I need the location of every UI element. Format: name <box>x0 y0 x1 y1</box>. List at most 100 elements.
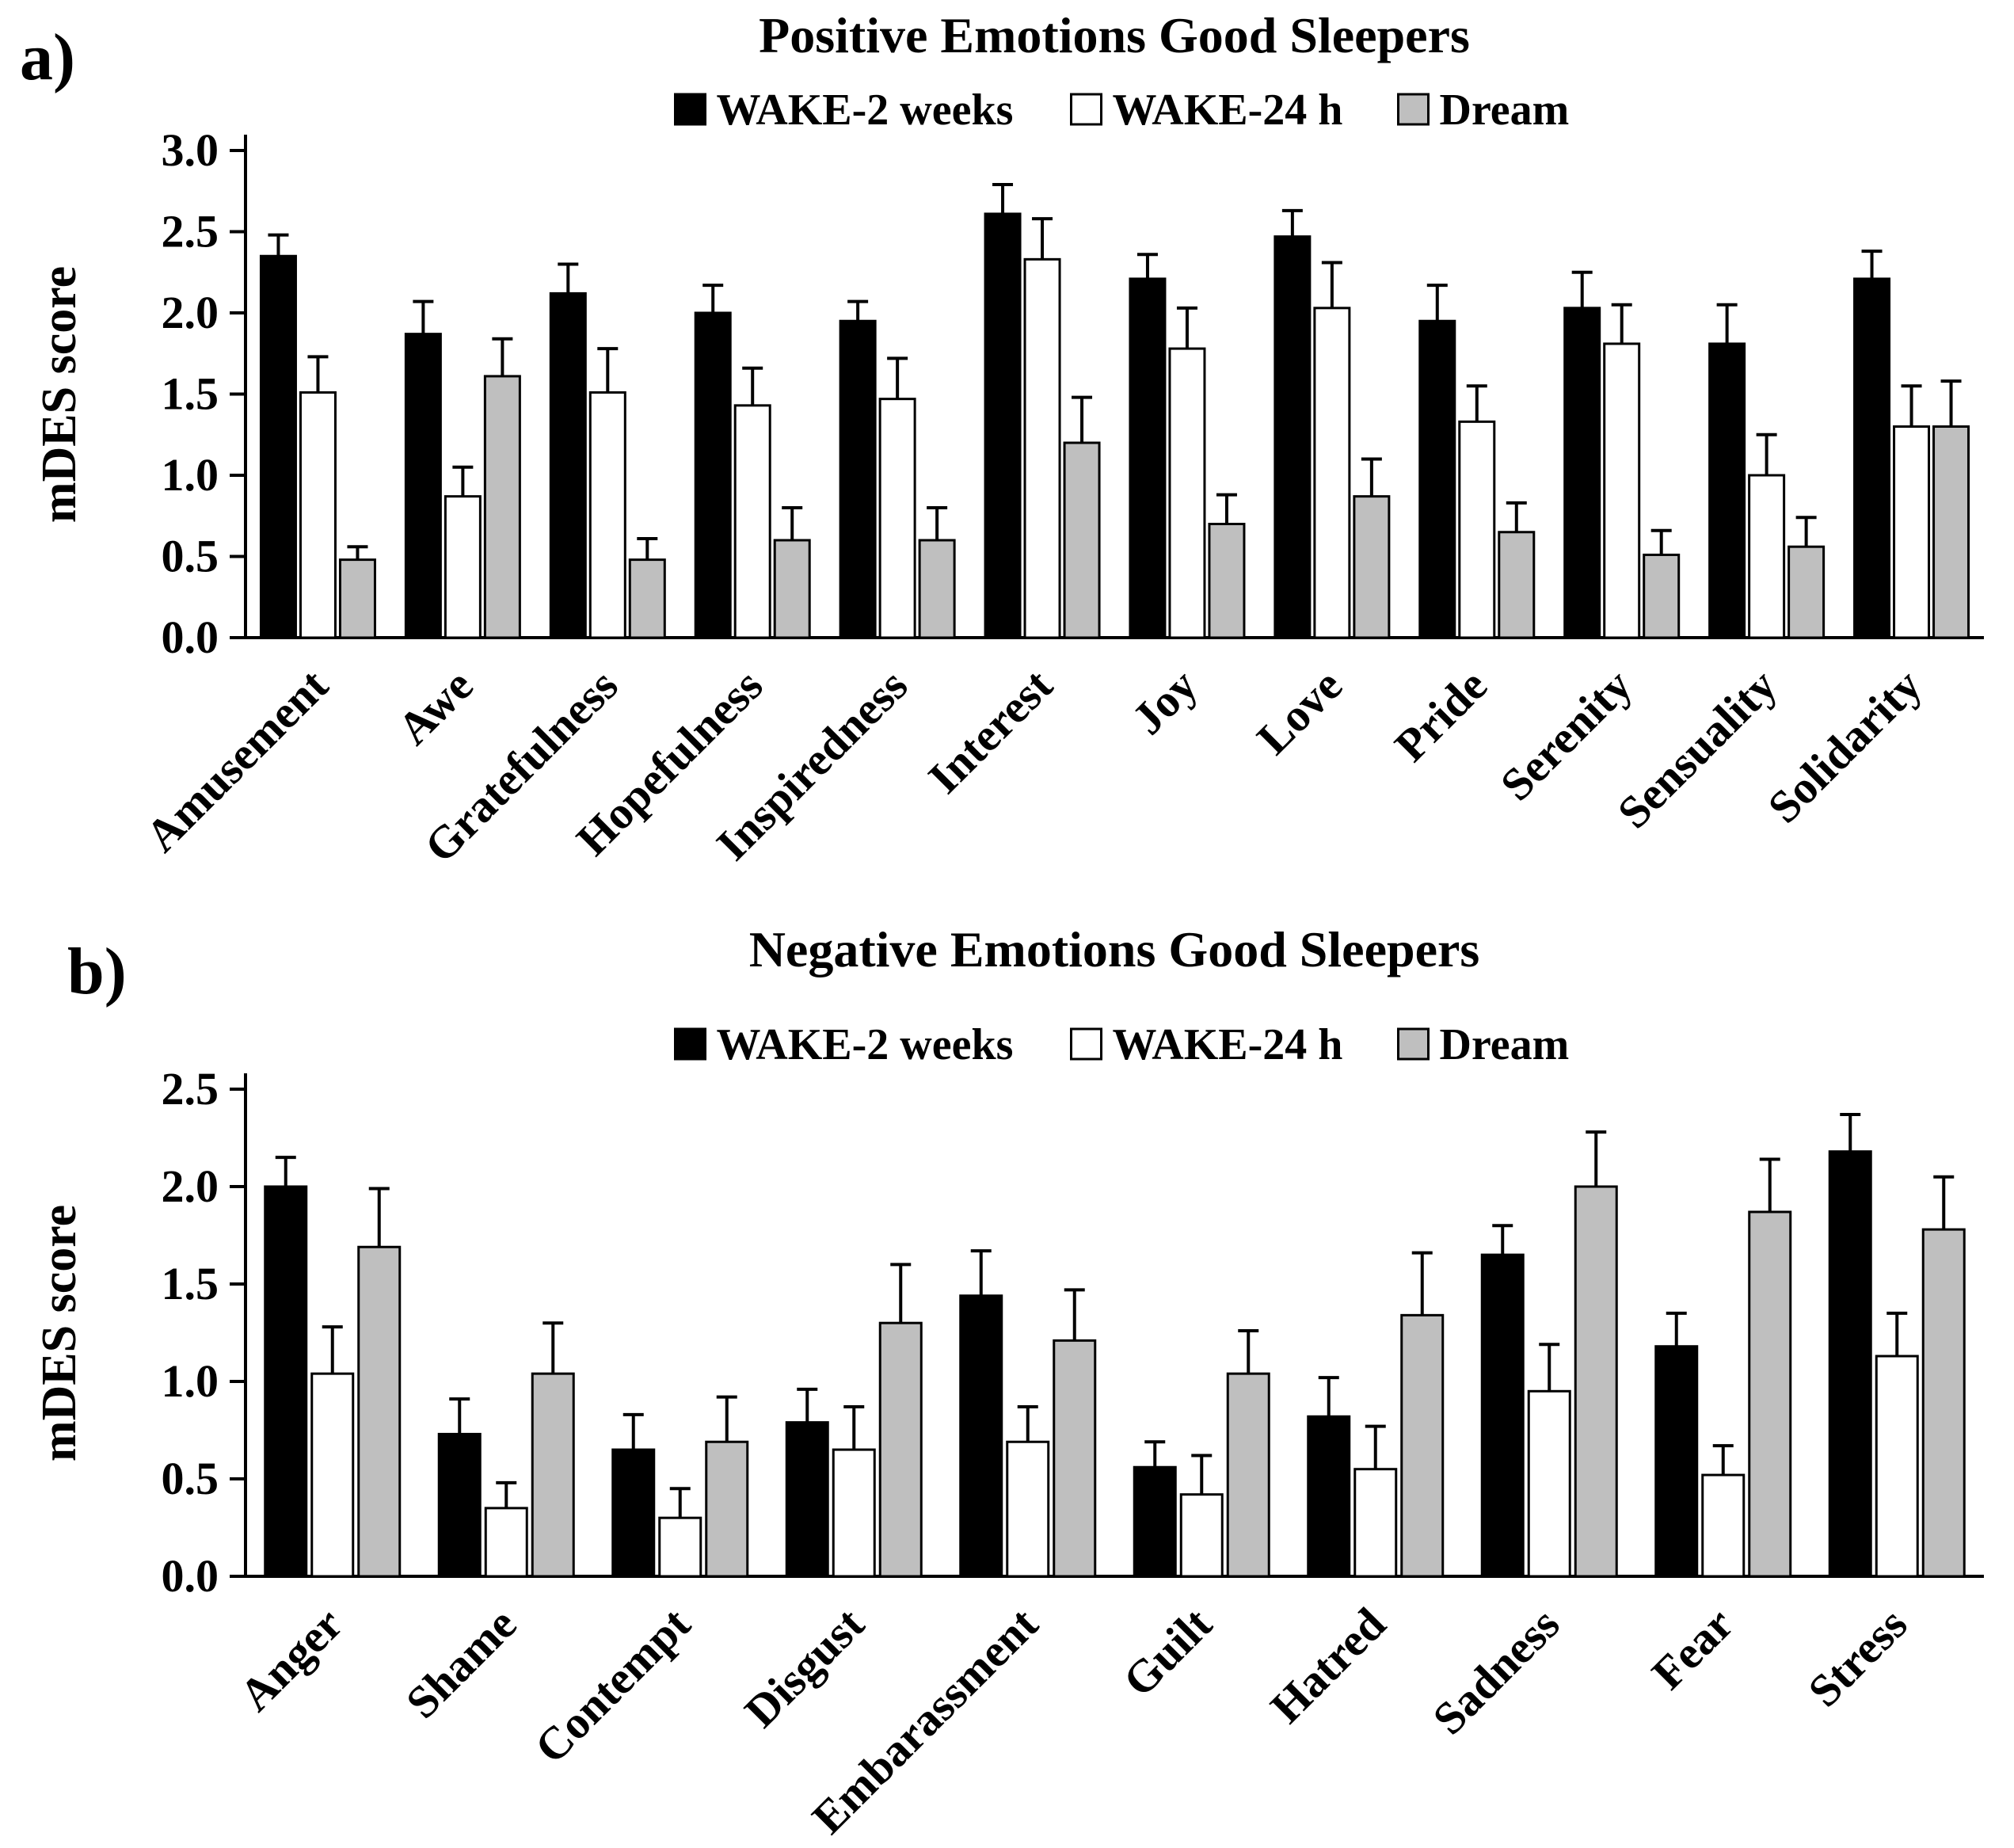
bar <box>1208 523 1246 639</box>
bar <box>310 1372 355 1578</box>
bar <box>705 1440 749 1578</box>
bar <box>878 398 916 639</box>
legend-swatch <box>674 93 706 126</box>
bar <box>588 391 626 639</box>
y-tick-label: 2.0 <box>162 287 219 338</box>
bar <box>1006 1440 1050 1578</box>
bar <box>918 539 956 639</box>
bar <box>437 1432 482 1578</box>
y-tick-label: 0.5 <box>162 531 219 582</box>
panel-letter-a: a) <box>20 21 75 94</box>
y-tick-label: 1.0 <box>162 1355 219 1407</box>
legend-label: Dream <box>1440 1020 1570 1069</box>
bar <box>1458 420 1496 639</box>
y-tick-label: 1.0 <box>162 449 219 501</box>
panel-a-positive-emotions: a) Positive Emotions Good Sleepers mDES … <box>0 0 2014 911</box>
bar <box>1787 545 1826 639</box>
bar <box>733 404 771 639</box>
legend-label: WAKE-24 h <box>1113 1020 1343 1069</box>
bar <box>1708 342 1746 639</box>
bar <box>1574 1185 1618 1578</box>
chart-content-positive: WAKE-2 weeks WAKE-24 h Dream 0.0 0.5 1.0 1.5 2.… <box>135 86 1984 872</box>
bar <box>832 1448 876 1578</box>
y-axis-label-positive: mDES score <box>32 266 86 523</box>
bar <box>259 254 297 639</box>
x-tick-label: Sadness <box>1422 1598 1569 1744</box>
bar <box>611 1448 656 1578</box>
y-tick-label: 0.0 <box>162 1550 219 1602</box>
panel-letter-b: b) <box>67 935 127 1008</box>
bar <box>1654 1345 1699 1578</box>
bar <box>1932 425 1970 639</box>
bar <box>1063 441 1101 639</box>
bar <box>1643 553 1681 639</box>
x-tick-label: Solidarity <box>1758 659 1932 833</box>
bar <box>1353 495 1391 639</box>
negative-emotions-bar-chart: b) Negative Emotions Good Sleepers mDES … <box>32 921 1984 1843</box>
bar <box>1400 1313 1445 1578</box>
x-tick-label: Fear <box>1642 1598 1743 1699</box>
bar <box>1133 1465 1177 1578</box>
bar <box>1748 1210 1792 1578</box>
bar <box>984 212 1022 639</box>
bar <box>1875 1355 1919 1578</box>
legend-swatch <box>1070 1027 1102 1061</box>
bar <box>878 1321 923 1578</box>
bar <box>531 1372 575 1578</box>
bar <box>959 1294 1003 1578</box>
bar <box>1828 1150 1872 1578</box>
bar <box>1053 1339 1097 1578</box>
y-tick-label: 1.5 <box>162 368 219 420</box>
legend-swatch <box>1070 93 1102 126</box>
bar <box>1353 1468 1398 1578</box>
bar <box>1307 1415 1351 1578</box>
bar <box>484 1507 528 1578</box>
bar <box>1023 257 1061 639</box>
legend-swatch <box>1397 1027 1430 1061</box>
bar <box>299 391 337 639</box>
bar <box>773 539 811 639</box>
bar <box>1226 1372 1270 1578</box>
x-tick-label: Guilt <box>1113 1598 1222 1707</box>
bar <box>694 311 732 639</box>
y-tick-label: 3.0 <box>162 124 219 176</box>
bar <box>1921 1228 1966 1578</box>
x-tick-label: Stress <box>1798 1598 1917 1717</box>
bar <box>1893 425 1931 639</box>
legend-label: Dream <box>1440 86 1570 135</box>
bar <box>1498 531 1536 639</box>
x-tick-label: Amusement <box>135 659 338 862</box>
legend-swatch <box>1397 93 1430 126</box>
bar <box>444 495 482 639</box>
bar <box>1748 474 1786 639</box>
x-tick-label: Anger <box>230 1598 352 1720</box>
chart-title-negative: Negative Emotions Good Sleepers <box>749 921 1480 977</box>
x-tick-label: Contempt <box>525 1598 701 1774</box>
y-axis-label-negative: mDES score <box>32 1205 86 1461</box>
bar <box>1313 307 1351 639</box>
bar <box>1701 1473 1746 1578</box>
x-tick-label: Shame <box>396 1598 526 1728</box>
y-tick-label: 0.5 <box>162 1453 219 1504</box>
bar <box>483 375 521 639</box>
bar <box>839 319 877 639</box>
y-tick-label: 0.0 <box>162 612 219 663</box>
x-tick-label: Sensuality <box>1608 659 1787 838</box>
y-tick-label: 2.5 <box>162 206 219 257</box>
chart-title-positive: Positive Emotions Good Sleepers <box>759 7 1470 63</box>
y-tick-label: 2.0 <box>162 1160 219 1212</box>
panel-b-negative-emotions: b) Negative Emotions Good Sleepers mDES … <box>0 911 2014 1848</box>
legend-label: WAKE-24 h <box>1113 86 1343 135</box>
bar <box>1853 277 1891 639</box>
bar <box>1527 1389 1571 1578</box>
legend-label: WAKE-2 weeks <box>717 86 1014 135</box>
x-tick-label: Hatred <box>1260 1598 1395 1733</box>
legend-swatch <box>674 1027 706 1061</box>
x-tick-label: Love <box>1247 659 1353 764</box>
bar <box>264 1185 308 1578</box>
bar <box>1179 1493 1224 1578</box>
legend-label: WAKE-2 weeks <box>717 1020 1014 1069</box>
bar <box>1129 277 1167 639</box>
bar <box>1168 347 1206 639</box>
bar <box>338 558 376 639</box>
